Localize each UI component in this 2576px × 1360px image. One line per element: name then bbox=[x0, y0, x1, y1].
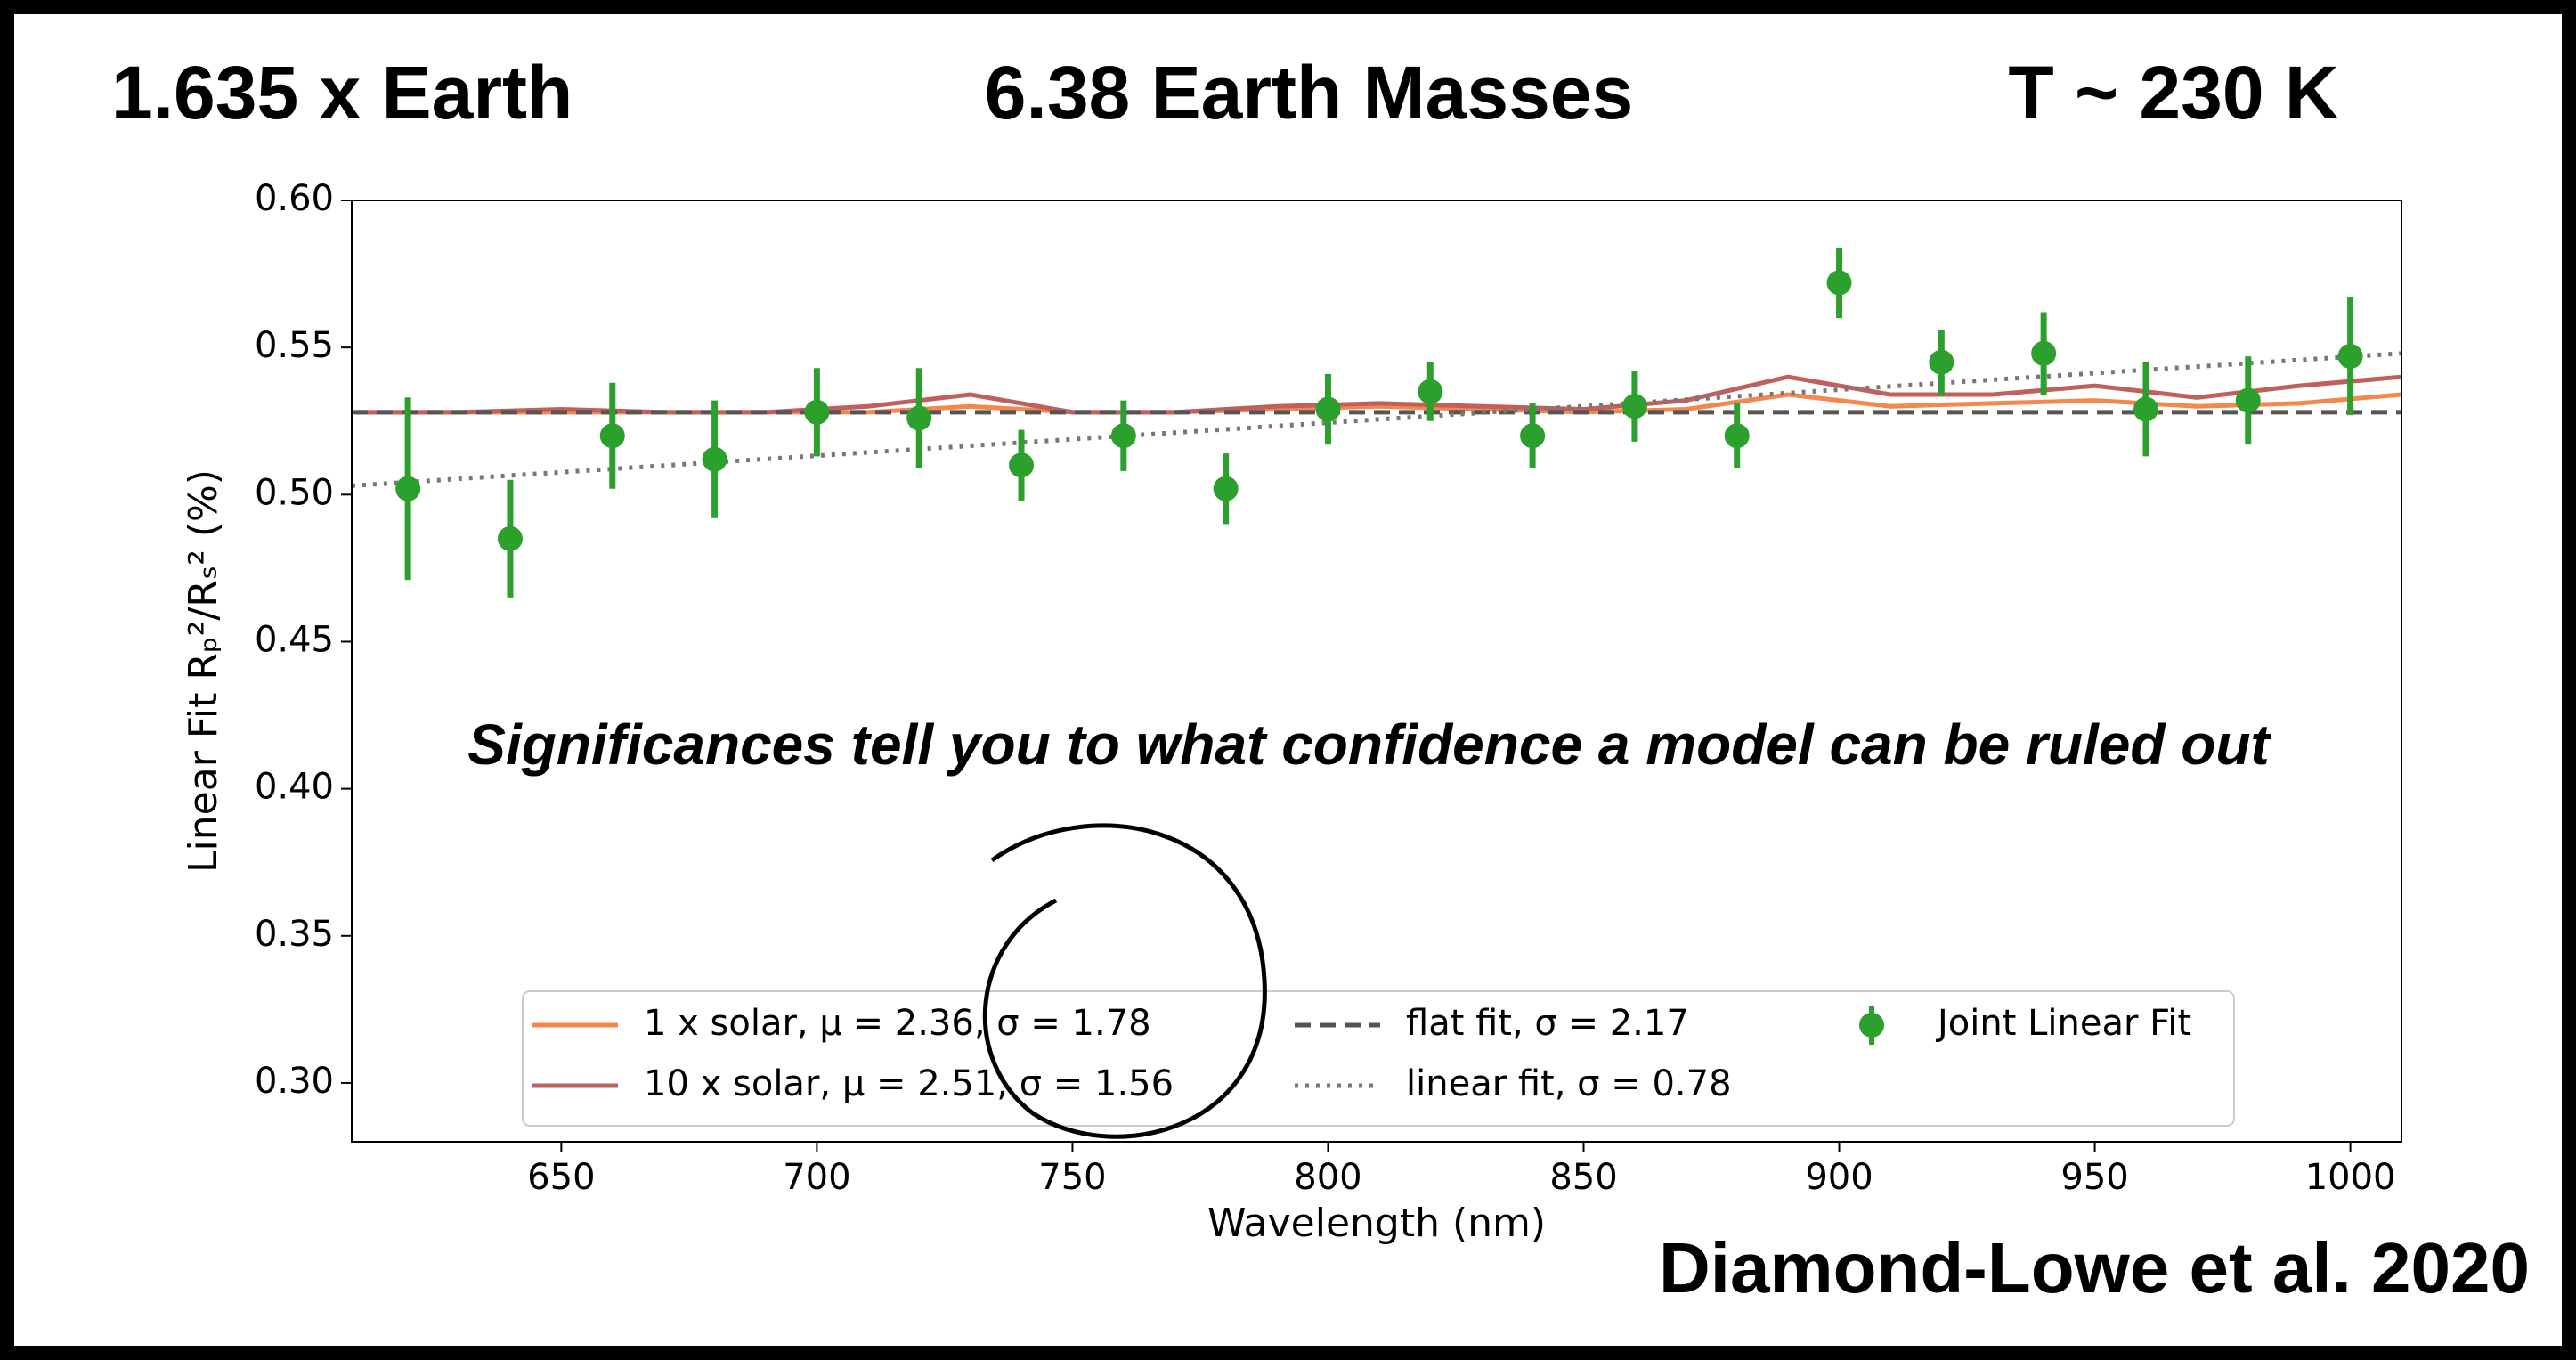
y-tick-label: 0.35 bbox=[255, 914, 334, 955]
x-tick-label: 800 bbox=[1294, 1157, 1361, 1198]
data-point bbox=[1111, 423, 1136, 448]
data-point bbox=[2338, 344, 2363, 369]
data-point bbox=[906, 405, 931, 430]
y-tick-label: 0.55 bbox=[255, 325, 334, 366]
data-point bbox=[395, 476, 420, 501]
data-point bbox=[2133, 397, 2158, 422]
x-tick-label: 750 bbox=[1038, 1157, 1106, 1198]
slide: 1.635 x Earth 6.38 Earth Masses T ~ 230 … bbox=[0, 0, 2576, 1360]
data-point bbox=[1418, 379, 1442, 404]
data-point bbox=[1622, 394, 1647, 419]
data-point bbox=[1520, 423, 1545, 448]
credit: Diamond-Lowe et al. 2020 bbox=[1659, 1228, 2530, 1307]
x-tick-label: 850 bbox=[1549, 1157, 1617, 1198]
data-point bbox=[1929, 350, 1954, 375]
y-axis-label: Linear Fit Rₚ²/Rₛ² (%) bbox=[181, 469, 226, 873]
data-point bbox=[498, 526, 523, 551]
data-point bbox=[1827, 270, 1852, 295]
legend: 1 x solar, μ = 2.36, σ = 1.78 10 x solar,… bbox=[523, 991, 2234, 1126]
legend-label: 10 x solar, μ = 2.51, σ = 1.56 bbox=[644, 1063, 1174, 1104]
frame bbox=[7, 7, 2569, 1353]
annotation: Significances tell you to what confidenc… bbox=[467, 713, 2271, 777]
data-point bbox=[2031, 341, 2056, 366]
y-tick-label: 0.30 bbox=[255, 1061, 334, 1102]
legend-label: flat fit, σ = 2.17 bbox=[1406, 1003, 1689, 1044]
data-point bbox=[1214, 476, 1239, 501]
x-tick-label: 900 bbox=[1805, 1157, 1873, 1198]
data-point bbox=[2236, 388, 2261, 413]
legend-label: linear fit, σ = 0.78 bbox=[1406, 1063, 1732, 1104]
y-tick-label: 0.40 bbox=[255, 767, 334, 808]
x-tick-label: 1000 bbox=[2305, 1157, 2396, 1198]
legend-label: Joint Linear Fit bbox=[1935, 1003, 2191, 1044]
data-point bbox=[703, 447, 727, 472]
data-point bbox=[1009, 452, 1034, 477]
y-tick-label: 0.50 bbox=[255, 472, 334, 513]
x-tick-label: 950 bbox=[2060, 1157, 2128, 1198]
header: 1.635 x Earth bbox=[111, 51, 573, 134]
data-point bbox=[1725, 423, 1750, 448]
data-point bbox=[600, 423, 625, 448]
y-tick-label: 0.45 bbox=[255, 619, 334, 660]
header: T ~ 230 K bbox=[2008, 51, 2338, 134]
x-tick-label: 650 bbox=[527, 1157, 595, 1198]
data-point bbox=[1315, 397, 1340, 422]
legend-label: 1 x solar, μ = 2.36, σ = 1.78 bbox=[644, 1003, 1151, 1044]
x-tick-label: 700 bbox=[783, 1157, 850, 1198]
data-point bbox=[804, 400, 829, 425]
legend-key bbox=[1859, 1013, 1884, 1038]
y-tick-label: 0.60 bbox=[255, 178, 334, 219]
page: 1.635 x Earth 6.38 Earth Masses T ~ 230 … bbox=[0, 0, 2576, 1360]
header: 6.38 Earth Masses bbox=[985, 51, 1633, 134]
x-axis-label: Wavelength (nm) bbox=[1207, 1201, 1546, 1246]
